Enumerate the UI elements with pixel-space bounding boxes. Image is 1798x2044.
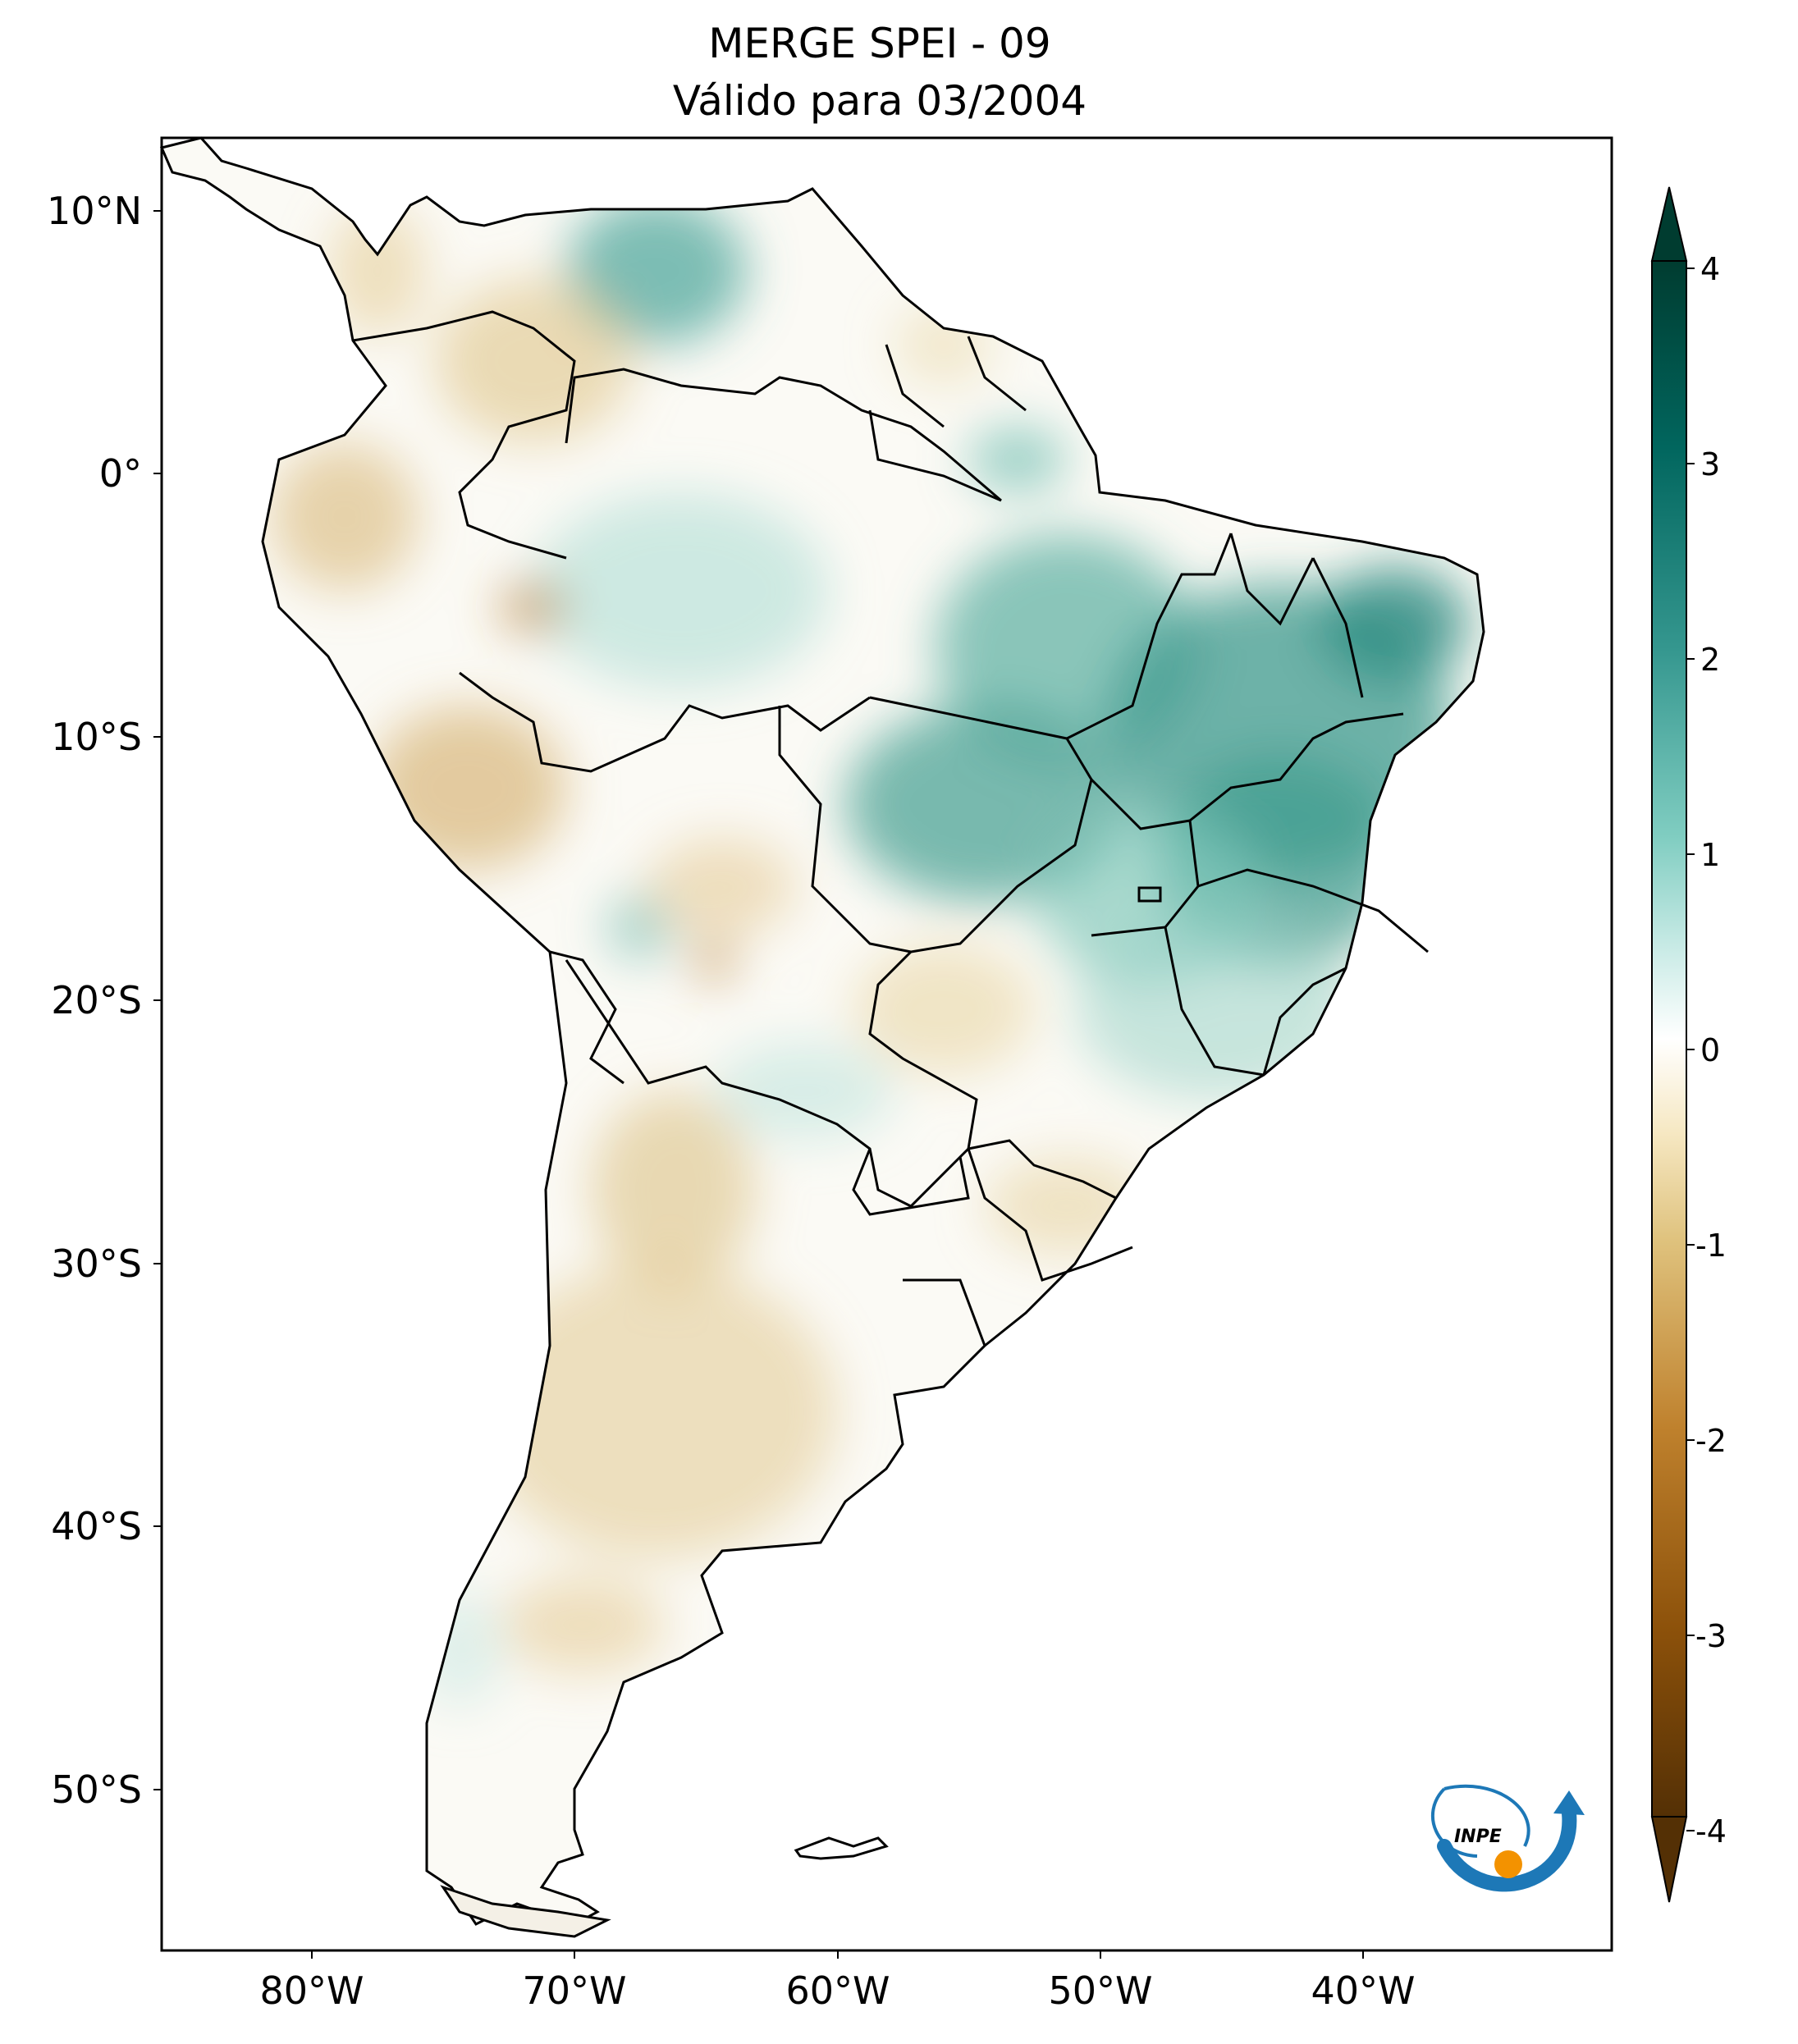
colorbar-tick-label: -4: [1695, 1813, 1727, 1850]
colorbar-tick-label: 4: [1700, 251, 1720, 287]
tierra-del-fuego: [440, 1885, 611, 1938]
colorbar-gradient: [1652, 261, 1686, 1817]
lon-tick-label: 50°W: [1048, 1969, 1152, 2013]
longitude-axis: 80°W 70°W 60°W 50°W 40°W: [259, 1950, 1416, 2013]
latitude-axis: 10°N 0° 10°S 20°S 30°S 40°S 50°S: [47, 189, 162, 1812]
inpe-logo: INPE: [1430, 1784, 1585, 1892]
lon-tick-label: 70°W: [522, 1969, 626, 2013]
lon-tick-label: 60°W: [785, 1969, 890, 2013]
colorbar-tick-label: -2: [1695, 1423, 1727, 1459]
falkland-islands: [794, 1836, 889, 1860]
lat-tick-label: 40°S: [51, 1504, 142, 1548]
colorbar-tick-label: -1: [1695, 1228, 1727, 1264]
lat-tick-label: 30°S: [51, 1241, 142, 1286]
inpe-logo-text: INPE: [1454, 1827, 1502, 1847]
map-frame: [160, 136, 1613, 1952]
colorbar-extend-min: [1650, 1816, 1688, 1903]
lat-tick-label: 50°S: [51, 1767, 142, 1812]
lat-tick-label: 20°S: [51, 978, 142, 1022]
colorbar-tick-label: 2: [1700, 642, 1720, 678]
lon-tick-label: 80°W: [259, 1969, 364, 2013]
political-borders: [352, 310, 1429, 1347]
colorbar: 4 3 2 1 0 -1 -2 -3 -4: [1650, 186, 1727, 1903]
colorbar-tick-label: 3: [1700, 446, 1720, 482]
colorbar-tick-label: 0: [1700, 1032, 1720, 1068]
colorbar-tick-label: 1: [1700, 837, 1720, 873]
colorbar-tick-label: -3: [1695, 1618, 1727, 1654]
lat-tick-label: 10°N: [47, 189, 142, 233]
map-subtitle: Válido para 03/2004: [673, 77, 1087, 125]
map-title: MERGE SPEI - 09: [708, 20, 1050, 67]
lon-tick-label: 40°W: [1311, 1969, 1415, 2013]
lat-tick-label: 10°S: [51, 715, 142, 759]
colorbar-extend-max: [1650, 186, 1688, 262]
lat-tick-label: 0°: [99, 451, 142, 496]
